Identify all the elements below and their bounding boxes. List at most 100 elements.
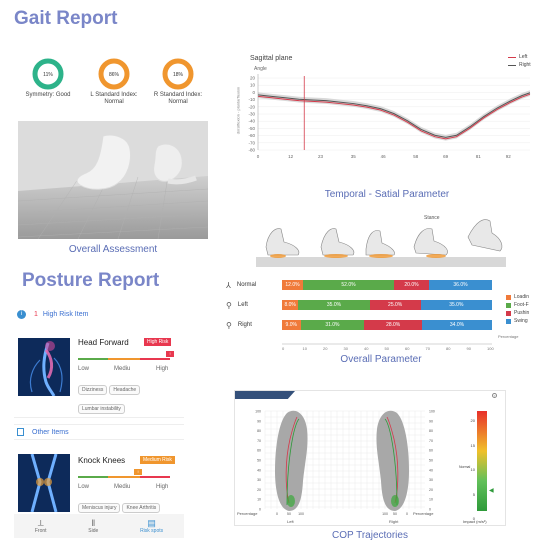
cop-left-label: Left bbox=[287, 519, 294, 524]
legend-footflat-label: Foot-F bbox=[514, 302, 529, 308]
gauge-value: 11% bbox=[43, 72, 53, 78]
bar-segment: 34.0% bbox=[422, 320, 492, 330]
cop-y-tick: 20 bbox=[429, 488, 433, 492]
y-tick: 0 bbox=[252, 90, 255, 95]
left-series-line bbox=[257, 93, 531, 140]
nav-front[interactable]: ⟂ Front bbox=[35, 517, 47, 534]
bar-segment: 8.0% bbox=[282, 300, 299, 310]
cop-y-tick: 40 bbox=[429, 468, 433, 472]
gauge-ring: 11% bbox=[32, 58, 64, 90]
posture-report-title: Posture Report bbox=[22, 270, 160, 291]
walking-figures: Stance bbox=[256, 207, 506, 267]
cop-y-tick: 70 bbox=[257, 439, 261, 443]
gauge-label: Symmetry: Good bbox=[25, 92, 71, 98]
bar-segment: 9.0% bbox=[282, 320, 301, 330]
posture-item-head-forward[interactable]: Head Forward High Risk ! Low Mediu High … bbox=[14, 330, 184, 418]
tick-label: 10 bbox=[303, 346, 308, 351]
stance-label: Stance bbox=[424, 215, 440, 221]
person-icon: ⅄ bbox=[226, 280, 231, 290]
high-risk-label: High Risk Item bbox=[42, 310, 89, 318]
tick-label: 90 bbox=[467, 346, 472, 351]
cop-y-tick: 10 bbox=[429, 498, 433, 502]
bar-segment: 35.0% bbox=[298, 300, 370, 310]
gauge-value: 86% bbox=[109, 72, 120, 78]
bar-segment: 20.0% bbox=[394, 280, 429, 290]
cop-header-bar: e analysis bbox=[235, 391, 295, 399]
left-cop-trace-red bbox=[285, 416, 298, 504]
legend-pushing-label: Pushin bbox=[514, 310, 530, 316]
high-risk-header[interactable]: i 1 High Risk Item bbox=[14, 306, 184, 322]
right-cop-trace-green bbox=[384, 418, 398, 506]
y-tick: -10 bbox=[248, 97, 255, 102]
risk-spots-icon: ▤ bbox=[147, 517, 156, 528]
high-risk-count: 1 bbox=[34, 310, 38, 318]
cop-y-tick: 80 bbox=[429, 429, 433, 433]
gauge-value: 18% bbox=[173, 72, 184, 78]
gauge-1: 86% L Standard Index: Normal bbox=[88, 58, 140, 106]
tag: Meniscus injury bbox=[78, 503, 121, 513]
legend-pushing: Pushin bbox=[506, 310, 529, 316]
scale-low: Low bbox=[78, 366, 90, 372]
y-tick: -20 bbox=[248, 104, 255, 109]
risk-level-bar: ! bbox=[78, 469, 170, 480]
right-series-line bbox=[257, 92, 531, 138]
risk-marker: ! bbox=[166, 351, 174, 357]
legend-loading: Loadin bbox=[506, 294, 529, 300]
legend-swing-label: Swing bbox=[514, 318, 528, 324]
other-items-label: Other Items bbox=[32, 428, 69, 436]
y-tick: 10 bbox=[250, 83, 256, 88]
legend-left-label: Left bbox=[519, 54, 528, 60]
cop-y-tick: 30 bbox=[429, 478, 433, 482]
impact-ticks: 20 15 10 5 0 bbox=[465, 409, 475, 532]
cop-xlabel-right: Percentage bbox=[413, 511, 434, 516]
x-tick: 46 bbox=[381, 154, 387, 159]
y-tick: -70 bbox=[248, 140, 255, 145]
scale-high: High bbox=[156, 484, 169, 490]
impact-scale bbox=[477, 411, 487, 511]
impact-pointer: ◀ bbox=[489, 488, 494, 494]
x-tick: 81 bbox=[476, 154, 482, 159]
bar-segment: 35.0% bbox=[420, 300, 492, 310]
cop-y-tick: 60 bbox=[257, 449, 261, 453]
legend-swing: Swing bbox=[506, 318, 529, 324]
posture-item-knock-knees[interactable]: Knock Knees Medium Risk ! Low Mediu High… bbox=[14, 448, 184, 514]
param-bar: 8.0% 35.0% 25.0% 35.0% bbox=[282, 300, 492, 310]
other-items-header[interactable]: Other Items bbox=[14, 424, 184, 440]
tick: 20 bbox=[470, 418, 475, 423]
nav-risk-spots-label: Risk spots bbox=[140, 527, 164, 534]
legend-right-label: Right bbox=[519, 62, 531, 68]
posture-item-name: Knock Knees bbox=[78, 456, 126, 465]
y-tick: -40 bbox=[248, 119, 255, 124]
nav-side[interactable]: ‖ Side bbox=[88, 517, 99, 534]
tick-label: 50 bbox=[385, 346, 390, 351]
person-side-icon: ‖ bbox=[91, 517, 96, 528]
cop-y-tick: 0 bbox=[429, 508, 431, 512]
help-icon[interactable]: ? bbox=[492, 393, 497, 398]
x-tick: 58 bbox=[413, 154, 419, 159]
param-row-label: ⚲ Right bbox=[226, 320, 252, 330]
param-bar: 12.0% 52.0% 20.0% 36.0% bbox=[282, 280, 492, 290]
sagittal-subtitle: Angle bbox=[254, 66, 267, 72]
bar-segment: 31.0% bbox=[300, 320, 365, 330]
cop-y-tick: 50 bbox=[257, 459, 261, 463]
y-tick: -50 bbox=[248, 126, 255, 131]
cop-right-label: Right bbox=[389, 519, 399, 524]
tag: Knee Arthritis bbox=[122, 503, 161, 513]
foot-right-icon: ⚲ bbox=[226, 320, 232, 330]
x-tick: 0 bbox=[257, 154, 260, 159]
scale-low: Low bbox=[78, 484, 90, 490]
cop-y-tick: 70 bbox=[429, 439, 433, 443]
person-front-icon: ⟂ bbox=[37, 517, 44, 528]
legend-footflat: Foot-F bbox=[506, 302, 529, 308]
nav-risk-spots[interactable]: ▤ Risk spots bbox=[140, 517, 164, 534]
bar-segment: 36.0% bbox=[429, 280, 492, 290]
param-row-label: ⅄ Normal bbox=[226, 280, 256, 290]
overall-assessment-caption: Overall Assessment bbox=[68, 244, 158, 255]
cop-y-tick: 90 bbox=[257, 419, 261, 423]
x-tick: 92 bbox=[506, 154, 512, 159]
nav-side-label: Side bbox=[88, 527, 99, 534]
gauge-label-status: Normal bbox=[104, 99, 124, 105]
tick: 15 bbox=[470, 442, 475, 448]
